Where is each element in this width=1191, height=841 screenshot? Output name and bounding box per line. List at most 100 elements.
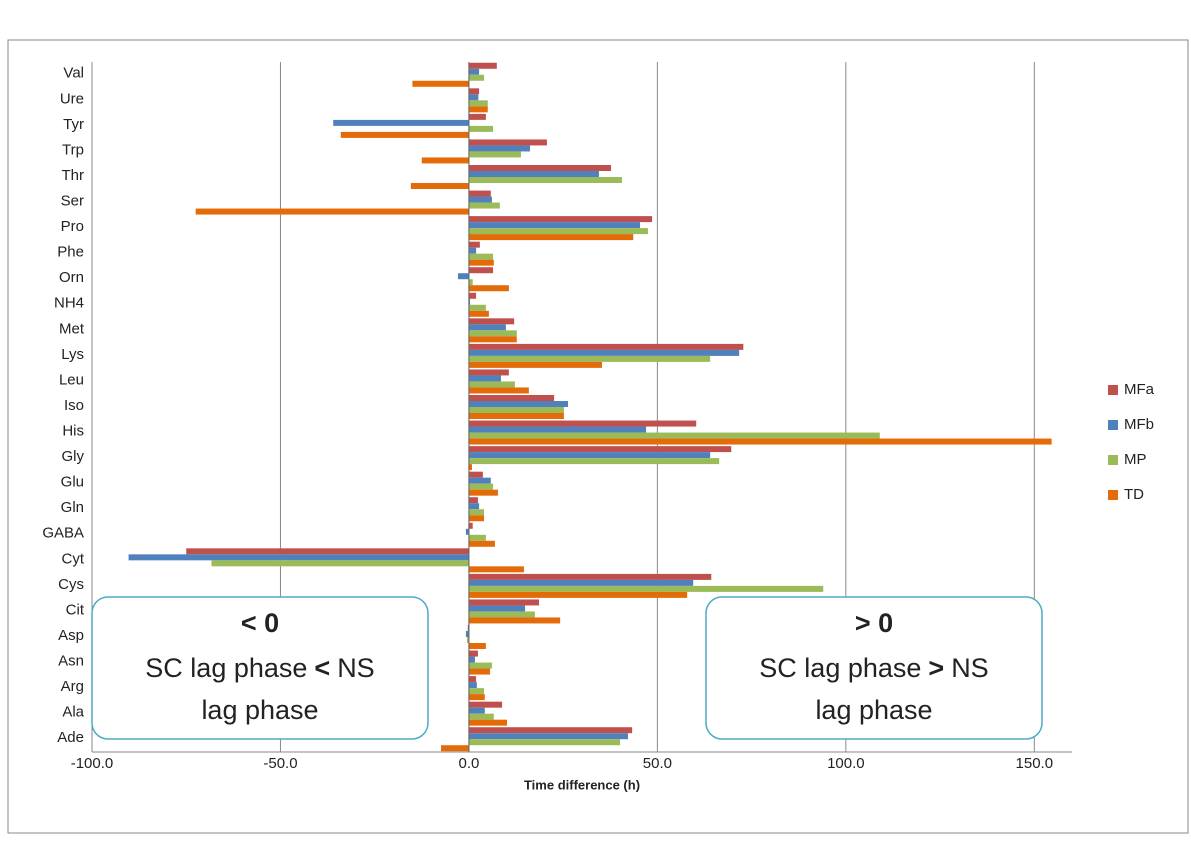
legend-label: MFb <box>1124 416 1154 433</box>
x-tick-label: 0.0 <box>458 755 479 772</box>
legend-label: MFa <box>1124 381 1155 398</box>
bar <box>468 503 480 510</box>
bar <box>468 446 732 453</box>
y-tick-label: His <box>62 423 84 440</box>
y-tick-label: Trp <box>62 141 84 158</box>
bar <box>468 259 494 266</box>
y-tick-label: Phe <box>57 244 84 261</box>
bar <box>468 605 526 612</box>
bar <box>468 573 712 580</box>
bar <box>468 401 569 407</box>
y-tick-label: Arg <box>61 678 84 695</box>
bar <box>468 688 484 695</box>
bar <box>468 739 621 746</box>
annotation-line: SC lag phase > NS <box>759 653 988 683</box>
bar <box>468 177 622 183</box>
bar <box>468 125 494 132</box>
bar <box>468 497 478 504</box>
bar <box>468 222 641 229</box>
bar <box>468 285 509 292</box>
bar <box>468 611 535 618</box>
y-tick-label: Gln <box>61 499 84 516</box>
x-tick-label: -50.0 <box>263 755 297 772</box>
bar <box>468 464 472 471</box>
annotation-heading: > 0 <box>855 608 893 638</box>
bar <box>468 202 500 209</box>
bar <box>468 330 517 337</box>
bar <box>468 656 475 663</box>
annotation-text: > <box>928 653 944 683</box>
bar <box>468 343 744 350</box>
bar <box>465 631 469 637</box>
bar <box>468 190 491 197</box>
bar <box>468 585 824 592</box>
bar <box>468 458 720 465</box>
bar <box>468 375 501 382</box>
bar <box>468 298 471 305</box>
x-tick-label: 100.0 <box>827 755 865 772</box>
bar <box>468 349 740 356</box>
bar <box>468 617 561 624</box>
bar <box>468 361 602 368</box>
bar <box>468 676 477 683</box>
bar <box>468 713 494 720</box>
bar <box>468 395 555 401</box>
bar <box>468 94 479 101</box>
bar <box>468 591 688 598</box>
bar <box>468 381 515 388</box>
bar <box>468 74 484 81</box>
y-tick-label: Ser <box>61 193 84 210</box>
bar <box>468 413 564 419</box>
legend-swatch <box>1108 490 1118 500</box>
y-tick-label: Cit <box>66 601 85 618</box>
bar <box>468 707 485 714</box>
y-tick-label: Glu <box>61 474 84 491</box>
annotation-text: SC lag phase <box>759 653 921 683</box>
bar <box>468 139 547 146</box>
bar <box>468 426 647 433</box>
bar <box>468 355 711 362</box>
bar <box>468 318 515 325</box>
bar <box>468 279 473 286</box>
bar <box>468 701 503 708</box>
bar <box>468 483 494 490</box>
bar <box>468 241 480 248</box>
bar <box>468 522 473 529</box>
bar <box>467 637 469 643</box>
y-tick-label: GABA <box>42 525 84 542</box>
annotation-box <box>705 596 1043 740</box>
y-tick-label: Asp <box>58 627 84 644</box>
bar <box>468 88 480 95</box>
bar <box>468 113 486 120</box>
x-tick-label: -100.0 <box>71 755 114 772</box>
bar <box>468 727 633 734</box>
bar <box>195 208 469 215</box>
bar <box>468 228 648 235</box>
bar <box>412 80 469 87</box>
bar <box>128 554 469 561</box>
bar <box>468 247 477 254</box>
bar <box>468 489 498 496</box>
bar <box>468 336 517 343</box>
x-tick-label: 50.0 <box>643 755 672 772</box>
bar <box>468 682 477 689</box>
legend-swatch <box>1108 455 1118 465</box>
bar <box>468 100 488 107</box>
y-tick-label: Met <box>59 320 85 337</box>
bar <box>468 304 486 311</box>
bar <box>468 106 488 113</box>
bar <box>468 253 494 260</box>
bar <box>468 420 697 427</box>
y-tick-label: Thr <box>62 167 85 184</box>
y-tick-label: Lys <box>61 346 84 363</box>
y-tick-label: Gly <box>62 448 85 465</box>
bar <box>468 515 484 522</box>
bar <box>186 548 469 555</box>
bar <box>468 324 506 331</box>
bar <box>468 438 1052 445</box>
legend-swatch <box>1108 420 1118 430</box>
bar <box>421 157 469 164</box>
x-axis-title: Time difference (h) <box>524 777 640 792</box>
y-tick-label: Leu <box>59 371 84 388</box>
